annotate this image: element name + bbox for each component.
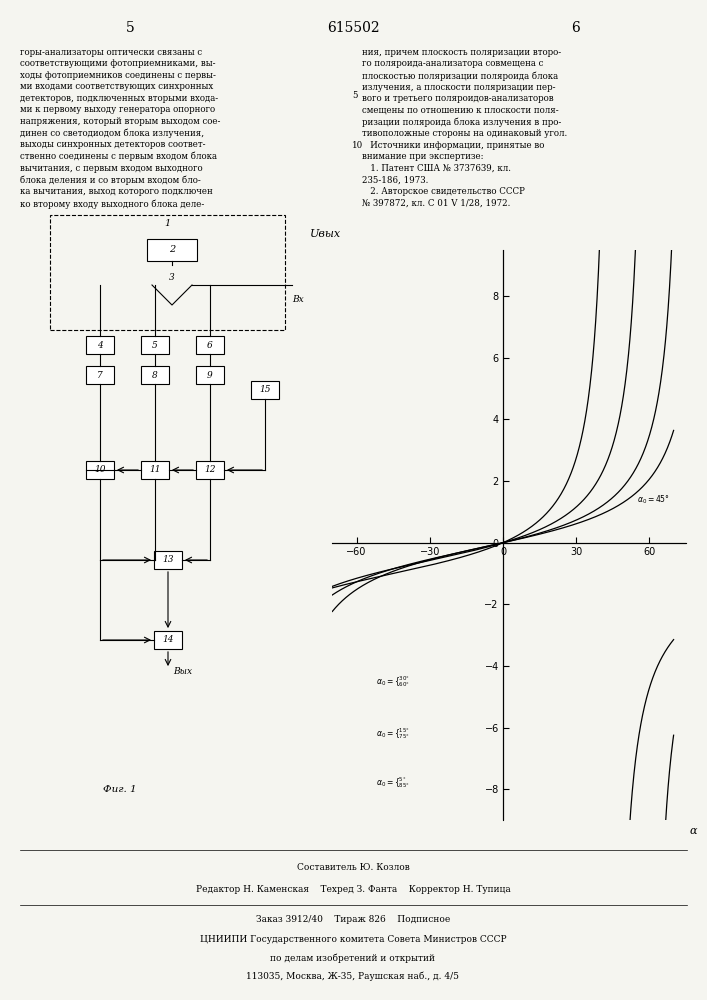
Text: 15: 15 <box>259 385 271 394</box>
X-axis label: α: α <box>689 826 696 836</box>
Bar <box>154 631 182 649</box>
Text: Вых: Вых <box>173 666 192 676</box>
Text: 13: 13 <box>162 556 174 564</box>
Text: Составитель Ю. Козлов: Составитель Ю. Козлов <box>297 863 409 872</box>
Bar <box>141 336 169 354</box>
Text: ния, причем плоскость поляризации второ-
го поляроида-анализатора совмещена с
пл: ния, причем плоскость поляризации второ-… <box>362 48 567 207</box>
Bar <box>86 461 114 479</box>
Text: 5: 5 <box>152 340 158 350</box>
Text: $\alpha_0=\{^{30°}_{60°}$: $\alpha_0=\{^{30°}_{60°}$ <box>376 674 410 689</box>
Text: 5: 5 <box>126 21 134 35</box>
Text: 2: 2 <box>169 245 175 254</box>
Text: 11: 11 <box>149 466 160 475</box>
Text: Редактор Н. Каменская    Техред З. Фанта    Корректор Н. Тупица: Редактор Н. Каменская Техред З. Фанта Ко… <box>196 886 510 894</box>
Text: 14: 14 <box>162 636 174 645</box>
Text: 10: 10 <box>94 466 106 475</box>
Text: 6: 6 <box>571 21 579 35</box>
Bar <box>147 239 197 261</box>
Text: $\alpha_0=\{^{5°}_{85°}$: $\alpha_0=\{^{5°}_{85°}$ <box>376 776 410 790</box>
Text: 8: 8 <box>152 370 158 379</box>
Text: 6: 6 <box>207 340 213 350</box>
Text: 1: 1 <box>164 219 170 228</box>
Text: Заказ 3912/40    Тираж 826    Подписное: Заказ 3912/40 Тираж 826 Подписное <box>256 916 450 924</box>
Bar <box>141 461 169 479</box>
Text: $\alpha_0=\{^{15°}_{75°}$: $\alpha_0=\{^{15°}_{75°}$ <box>376 726 410 741</box>
Text: 113035, Москва, Ж-35, Раушская наб., д. 4/5: 113035, Москва, Ж-35, Раушская наб., д. … <box>247 971 460 981</box>
Text: по делам изобретений и открытий: по делам изобретений и открытий <box>271 953 436 963</box>
Text: Вх: Вх <box>292 296 304 304</box>
Text: 4: 4 <box>97 340 103 350</box>
Text: 5: 5 <box>352 91 358 100</box>
Bar <box>196 366 224 384</box>
Text: горы-анализаторы оптически связаны с
соответствующими фотоприемниками, вы-
ходы : горы-анализаторы оптически связаны с соо… <box>20 48 221 209</box>
Bar <box>196 461 224 479</box>
Bar <box>86 366 114 384</box>
Text: ЦНИИПИ Государственного комитета Совета Министров СССР: ЦНИИПИ Государственного комитета Совета … <box>199 936 506 944</box>
Bar <box>154 551 182 569</box>
Bar <box>50 215 285 330</box>
Text: Фиг. 1: Фиг. 1 <box>103 786 137 794</box>
Y-axis label: Uвых: Uвых <box>310 229 341 239</box>
Text: $\alpha_0=45°$: $\alpha_0=45°$ <box>637 493 670 506</box>
Bar <box>86 336 114 354</box>
Text: 10: 10 <box>352 140 363 149</box>
Text: Фиг. 2: Фиг. 2 <box>513 786 547 794</box>
Bar <box>141 366 169 384</box>
Text: 7: 7 <box>97 370 103 379</box>
Text: 615502: 615502 <box>327 21 380 35</box>
Bar <box>251 381 279 399</box>
Text: 9: 9 <box>207 370 213 379</box>
Text: 3: 3 <box>169 273 175 282</box>
Text: 12: 12 <box>204 466 216 475</box>
Bar <box>196 336 224 354</box>
